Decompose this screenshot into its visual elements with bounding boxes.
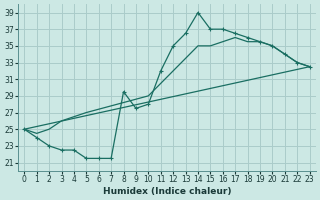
X-axis label: Humidex (Indice chaleur): Humidex (Indice chaleur) — [103, 187, 231, 196]
